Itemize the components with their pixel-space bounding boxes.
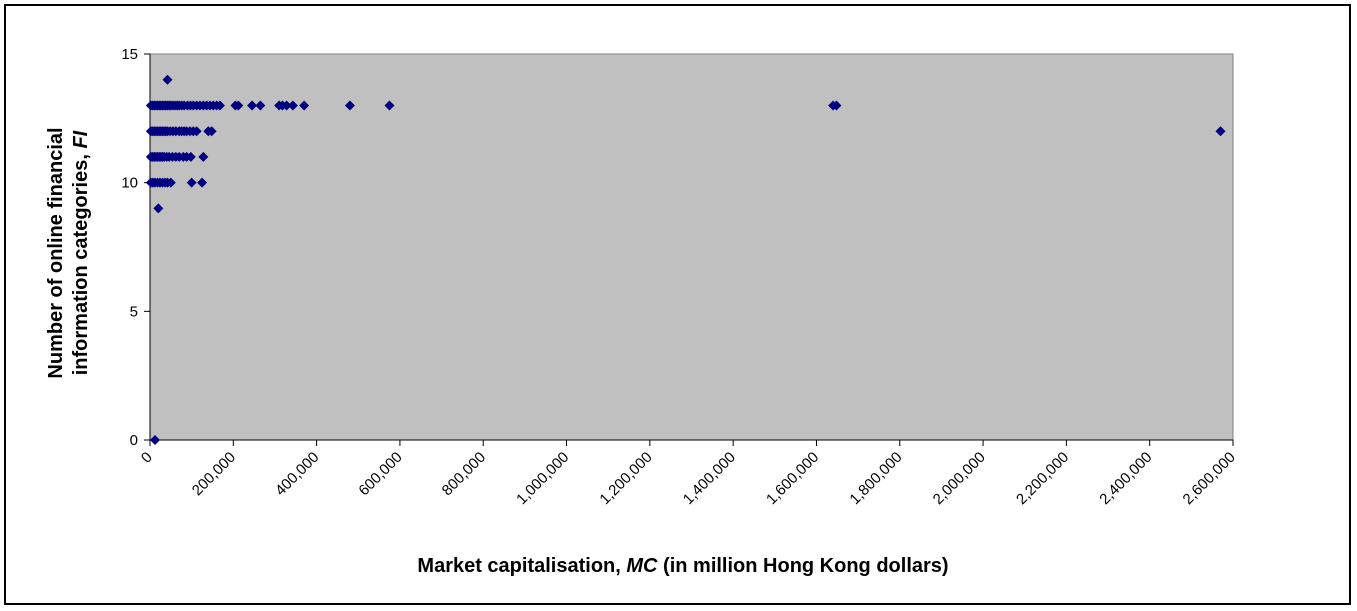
x-tick-label: 800,000 <box>439 449 489 499</box>
data-point <box>831 100 842 111</box>
data-point <box>198 151 209 162</box>
data-point <box>206 126 217 137</box>
x-tick-label: 200,000 <box>189 449 239 499</box>
y-axis-title-line-2-text: information categories, <box>70 149 92 376</box>
x-tick-label: 1,400,000 <box>680 449 739 508</box>
x-axis-title: Market capitalisation, MC (in million Ho… <box>417 555 948 577</box>
plot-area <box>149 53 1234 441</box>
data-point <box>197 177 208 188</box>
data-point <box>153 203 164 214</box>
data-point <box>149 435 160 445</box>
data-point <box>255 100 266 111</box>
data-point <box>165 177 176 188</box>
y-axis-title-line-1: Number of online financial <box>45 127 67 378</box>
x-tick-label: 2,200,000 <box>1013 449 1072 508</box>
data-point <box>287 100 298 111</box>
data-point <box>162 74 173 85</box>
x-tick-label: 1,000,000 <box>513 449 572 508</box>
data-points <box>145 74 1226 445</box>
x-tick-label: 2,400,000 <box>1096 449 1155 508</box>
x-tick-label: 0 <box>138 449 156 467</box>
data-point <box>344 100 355 111</box>
data-point <box>299 100 310 111</box>
data-point <box>191 126 202 137</box>
x-tick-label: 600,000 <box>355 449 405 499</box>
x-axis-title-part-1: Market capitalisation, <box>417 555 626 577</box>
data-point <box>247 100 258 111</box>
y-tick-label: 0 <box>130 432 138 449</box>
x-tick-label: 1,600,000 <box>763 449 822 508</box>
x-tick-label: 2,000,000 <box>930 449 989 508</box>
data-point <box>185 151 196 162</box>
x-tick-label: 2,600,000 <box>1180 449 1239 508</box>
y-axis-title: Number of online financial information c… <box>45 127 92 378</box>
x-axis: 0 200,000 400,000 600,000 800,000 1,000,000 1,… <box>138 439 1239 508</box>
data-point <box>281 100 292 111</box>
x-axis-title-part-3: (in million Hong Kong dollars) <box>657 555 948 577</box>
data-point <box>186 177 197 188</box>
x-tick-label: 1,200,000 <box>596 449 655 508</box>
y-axis-title-line-2: information categories, FI <box>70 130 92 375</box>
data-point <box>214 100 225 111</box>
x-tick-label: 1,800,000 <box>846 449 905 508</box>
y-tick-label: 10 <box>121 175 138 192</box>
y-tick-label: 15 <box>121 46 138 63</box>
x-tick-label: 400,000 <box>272 449 322 499</box>
y-axis: 0 5 10 15 <box>121 46 151 449</box>
x-axis-title-variable: MC <box>626 555 658 577</box>
data-point <box>233 100 244 111</box>
y-tick-label: 5 <box>130 303 138 320</box>
data-point <box>1215 126 1226 137</box>
data-point <box>384 100 395 111</box>
y-axis-title-variable: FI <box>70 130 92 148</box>
chart-frame <box>4 4 1351 605</box>
